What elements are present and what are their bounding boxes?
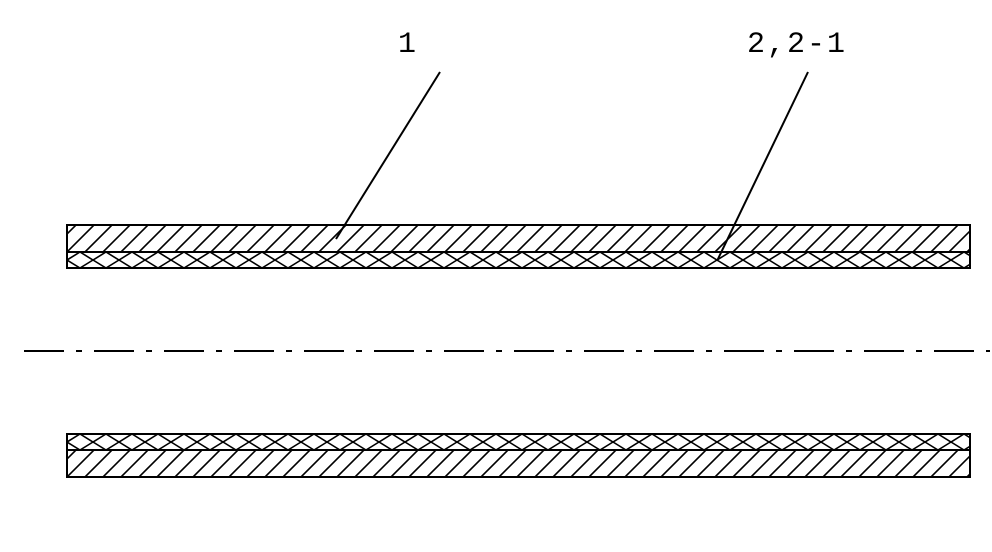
upper-wall — [49, 225, 992, 252]
diagram-svg — [0, 0, 992, 552]
lower-wall — [49, 450, 992, 477]
leader-line-2 — [717, 72, 808, 261]
label-2: 2,2-1 — [747, 28, 847, 62]
label-1: 1 — [398, 28, 418, 62]
diagram-root: 1 2,2-1 — [0, 0, 992, 552]
leader-line-1 — [336, 72, 440, 239]
lower-liner — [54, 434, 990, 450]
upper-liner — [54, 252, 990, 268]
